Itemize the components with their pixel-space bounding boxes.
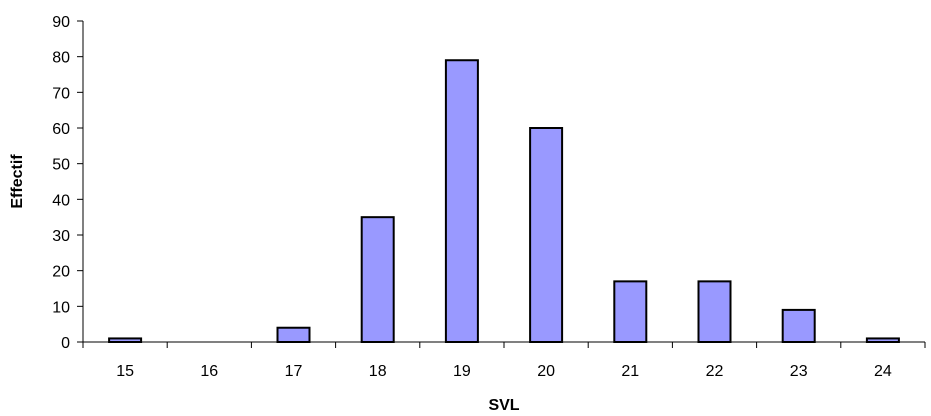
y-tick-label: 10 (52, 299, 70, 316)
x-axis-ticks: 15 16 17 18 19 20 21 22 23 24 (82, 342, 926, 380)
x-axis-title: SVL (488, 397, 519, 414)
y-axis-ticks: 0 10 20 30 40 50 60 70 80 90 (52, 14, 83, 352)
x-tick-label: 23 (790, 363, 808, 380)
x-tick-label: 19 (453, 363, 471, 380)
y-tick-label: 20 (52, 264, 70, 281)
bars-group (108, 59, 900, 344)
y-tick-label: 0 (61, 335, 70, 352)
bar-15 (108, 337, 143, 343)
x-tick-label: 15 (116, 363, 134, 380)
bar-22 (697, 280, 732, 344)
y-tick-label: 60 (52, 121, 70, 138)
bar-21 (613, 280, 648, 344)
bar-18 (360, 216, 395, 344)
y-tick-label: 80 (52, 50, 70, 67)
y-tick-label: 70 (52, 85, 70, 102)
x-tick-label: 20 (537, 363, 555, 380)
y-tick-label: 50 (52, 157, 70, 174)
y-tick-label: 30 (52, 228, 70, 245)
bar-23 (781, 308, 816, 343)
y-tick-label: 90 (52, 14, 70, 31)
x-tick-label: 18 (369, 363, 387, 380)
bar-17 (276, 326, 311, 344)
bar-24 (865, 337, 900, 343)
y-axis-title: Effectif (9, 154, 26, 209)
x-tick-label: 16 (200, 363, 218, 380)
x-tick-label: 21 (621, 363, 639, 380)
x-tick-label: 22 (706, 363, 724, 380)
y-tick-label: 40 (52, 192, 70, 209)
bar-19 (444, 59, 479, 343)
bar-20 (529, 127, 564, 343)
x-tick-label: 24 (874, 363, 892, 380)
x-tick-label: 17 (285, 363, 303, 380)
